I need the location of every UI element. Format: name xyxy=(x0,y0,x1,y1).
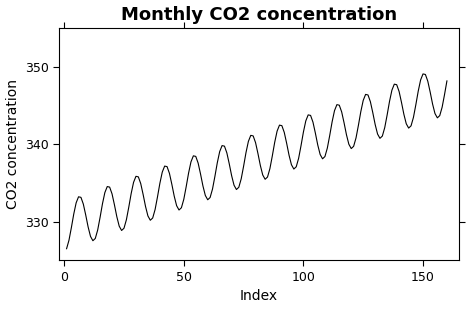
Title: Monthly CO2 concentration: Monthly CO2 concentration xyxy=(121,6,397,23)
Y-axis label: CO2 concentration: CO2 concentration xyxy=(6,79,20,209)
X-axis label: Index: Index xyxy=(240,290,278,303)
